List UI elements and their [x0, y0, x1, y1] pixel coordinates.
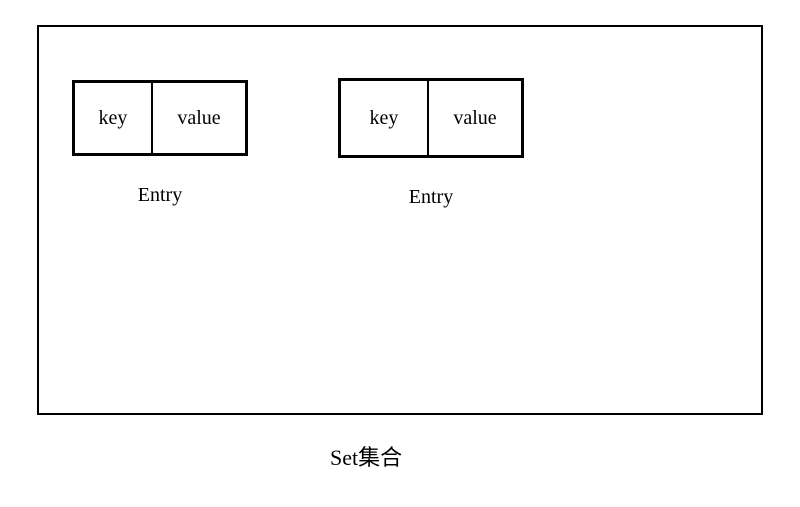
entry-2-caption: Entry: [338, 186, 524, 209]
entry-box-2: key value: [338, 78, 524, 158]
entry-group-2: key value Entry: [338, 78, 524, 209]
entry-2-key-cell: key: [341, 81, 429, 155]
entry-1-key-label: key: [99, 107, 128, 130]
entry-2-key-label: key: [370, 107, 399, 130]
entry-group-1: key value Entry: [72, 80, 248, 207]
entry-1-caption: Entry: [72, 184, 248, 207]
entry-1-value-label: value: [177, 107, 220, 130]
entry-2-value-label: value: [453, 107, 496, 130]
entry-box-1: key value: [72, 80, 248, 156]
entry-1-value-cell: value: [153, 83, 245, 153]
entry-1-key-cell: key: [75, 83, 153, 153]
entry-2-value-cell: value: [429, 81, 521, 155]
diagram-caption: Set集合: [330, 440, 402, 472]
